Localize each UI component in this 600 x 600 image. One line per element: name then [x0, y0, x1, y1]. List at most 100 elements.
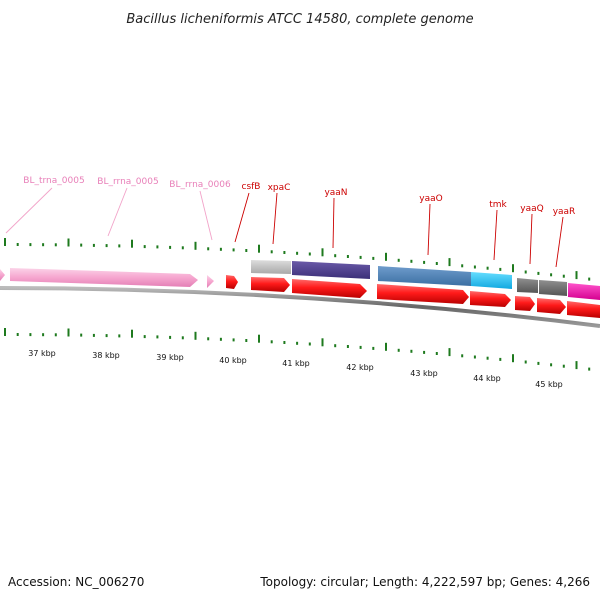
top-tick: [588, 277, 591, 281]
top-tick: [118, 244, 121, 248]
rna-feature-trna-0005: [0, 269, 5, 281]
cds-arrow-yaan: [292, 279, 367, 298]
bottom-tick: [4, 328, 6, 336]
kbp-label-37: 37 kbp: [28, 349, 56, 358]
top-tick: [473, 265, 476, 269]
bottom-tick: [334, 344, 337, 348]
bottom-tick: [156, 335, 159, 339]
kbp-label-39: 39 kbp: [156, 353, 184, 362]
bottom-tick: [181, 336, 184, 340]
top-tick: [575, 271, 578, 280]
gene-label-yaao: yaaO: [419, 194, 442, 204]
top-tick: [461, 264, 464, 268]
bottom-tick: [118, 334, 121, 338]
top-tick: [372, 256, 375, 260]
top-tick: [423, 260, 426, 264]
gene-label-csfb: csfB: [242, 182, 261, 192]
bottom-tick: [423, 350, 426, 354]
top-tick: [219, 247, 222, 251]
top-tick: [359, 255, 362, 259]
top-tick: [194, 241, 197, 250]
gene-callouts: [234, 192, 564, 268]
category-box-yaan: [292, 261, 370, 279]
genome-backbone: [0, 286, 600, 328]
top-tick: [499, 267, 502, 271]
bottom-tick: [397, 348, 400, 352]
cds-arrow-yaao: [377, 284, 469, 304]
top-tick: [131, 239, 133, 248]
bottom-tick: [346, 345, 349, 348]
rna-feature-rrna-0005: [10, 268, 198, 287]
rna-label-rrna-0006: BL_rrna_0006: [169, 180, 231, 190]
top-tick: [524, 270, 527, 274]
bottom-tick: [80, 333, 83, 337]
top-tick: [321, 248, 324, 257]
gene-label-yaar: yaaR: [553, 207, 576, 217]
bottom-tick: [359, 345, 362, 349]
cds-arrow-tmk: [470, 291, 511, 307]
top-tick: [550, 273, 553, 277]
top-tick: [156, 245, 159, 249]
bottom-tick: [372, 346, 375, 350]
bottom-tick: [385, 342, 387, 351]
top-tick: [334, 254, 337, 258]
kbp-label-41: 41 kbp: [282, 359, 310, 368]
bottom-tick: [245, 339, 248, 342]
bottom-tick: [461, 354, 464, 358]
top-tick: [232, 248, 235, 252]
top-tick: [486, 266, 489, 270]
bottom-tick: [54, 333, 57, 337]
top-tick: [16, 243, 19, 246]
rna-callouts: [5, 187, 213, 241]
top-tick: [54, 243, 57, 247]
bottom-tick: [473, 355, 476, 359]
top-tick: [258, 244, 260, 253]
cds-track: [251, 277, 600, 318]
category-box-yaar: [539, 280, 567, 296]
bottom-tick: [105, 334, 108, 338]
top-tick: [80, 243, 83, 247]
top-tick: [308, 252, 311, 256]
bottom-tick: [435, 352, 438, 355]
top-tick: [397, 258, 400, 262]
bottom-tick: [486, 356, 489, 360]
bottom-tick: [258, 334, 260, 343]
kbp-label-38: 38 kbp: [92, 351, 120, 360]
accession-text: Accession: NC_006270: [8, 575, 144, 589]
top-tick: [296, 251, 299, 255]
bottom-tick: [524, 360, 527, 364]
top-tick: [435, 262, 438, 265]
top-tick: [4, 238, 6, 246]
kbp-label-43: 43 kbp: [410, 369, 438, 378]
category-box-yaao: [378, 266, 471, 286]
bottom-tick: [537, 361, 540, 365]
bottom-tick: [448, 348, 451, 357]
kbp-label-42: 42 kbp: [346, 363, 374, 372]
rna-label-rrna-0005: BL_rrna_0005: [97, 177, 158, 187]
cds-arrow-csfb: [226, 275, 238, 289]
bottom-tick: [169, 335, 172, 339]
bottom-tick: [308, 342, 311, 346]
bottom-tick: [131, 329, 133, 338]
genome-summary-text: Topology: circular; Length: 4,222,597 bp…: [259, 575, 590, 589]
bottom-tick: [562, 364, 565, 368]
cds-arrow-yaaq: [515, 296, 535, 311]
bottom-tick: [194, 331, 197, 340]
top-tick: [143, 245, 146, 249]
rna-feature-rrna-0006: [207, 275, 214, 288]
bottom-tick: [499, 357, 502, 361]
gene-label-yaan: yaaN: [324, 188, 347, 198]
bottom-tick: [512, 354, 514, 363]
top-tick: [448, 258, 451, 267]
top-tick: [346, 255, 349, 258]
bottom-tick: [296, 341, 299, 345]
top-tick: [385, 252, 387, 261]
bottom-tick: [207, 337, 210, 341]
bottom-tick: [270, 340, 273, 344]
cds-arrow-xpac: [251, 277, 290, 292]
bottom-tick-row: [4, 328, 591, 371]
map-title: Bacillus licheniformis ATCC 14580, compl…: [126, 12, 473, 27]
gene-label-xpac: xpaC: [268, 183, 291, 193]
top-tick: [283, 251, 286, 254]
